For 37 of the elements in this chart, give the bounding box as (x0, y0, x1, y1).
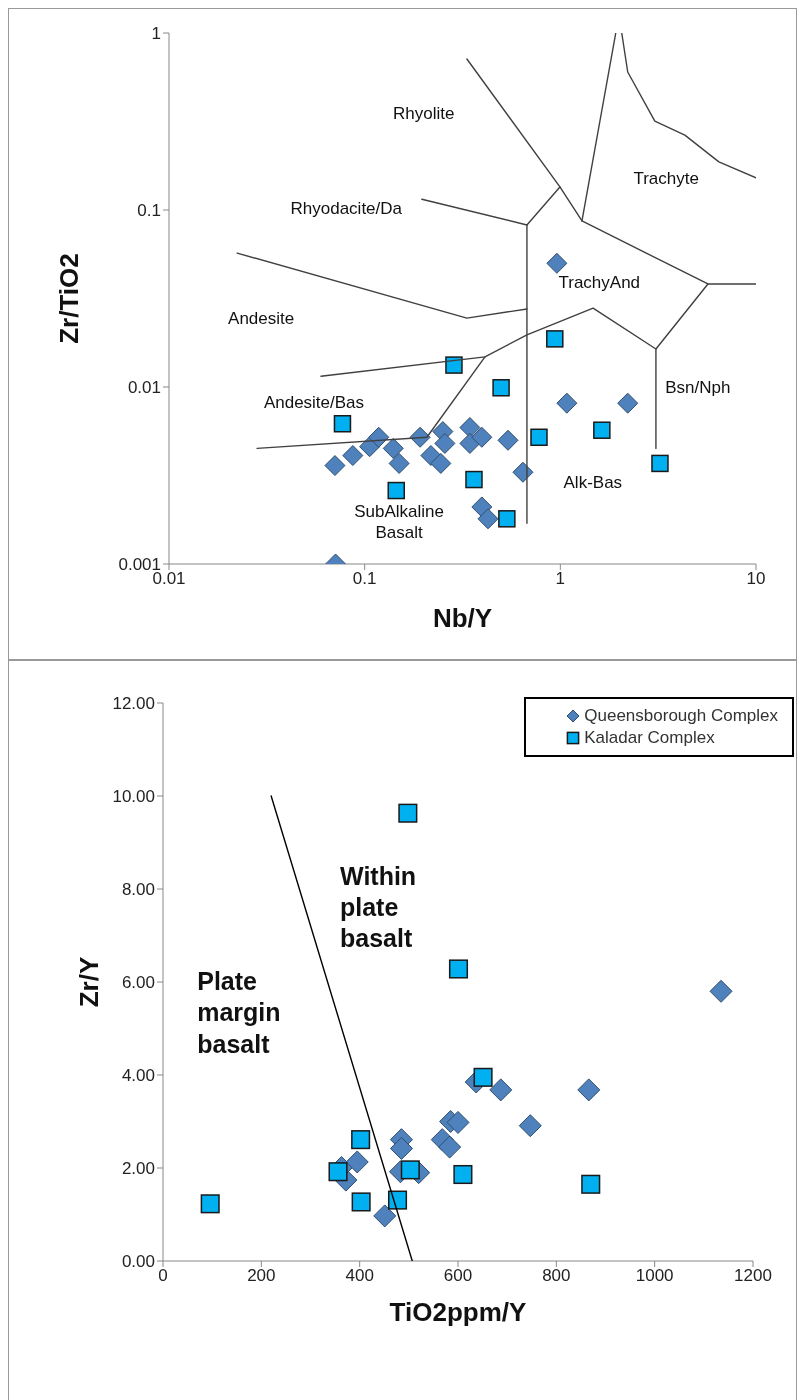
y-tick-label: 1 (151, 24, 161, 44)
x-tick-label: 0 (158, 1266, 168, 1286)
x-tick-label: 600 (443, 1266, 473, 1286)
legend-label: Kaladar Complex (584, 727, 715, 749)
y-tick-label: 6.00 (121, 973, 155, 993)
y-tick-label: 10.00 (112, 787, 155, 807)
x-tick-label: 10 (746, 569, 766, 589)
x-tick-label: 1200 (734, 1266, 772, 1286)
x-tick-label: 0.1 (352, 569, 377, 589)
annotation: Rhyolite (393, 103, 455, 125)
y-tick-label: 12.00 (112, 694, 155, 714)
x-tick-label: 400 (345, 1266, 374, 1286)
x-tick-label: 1000 (635, 1266, 674, 1286)
y-axis-title: Zr/Y (74, 956, 105, 1008)
y-tick-label: 2.00 (121, 1159, 155, 1179)
y-tick-label: 0.00 (121, 1252, 155, 1272)
legend-label: Queensborough Complex (584, 705, 778, 727)
x-axis-title: TiO2ppm/Y (389, 1297, 527, 1327)
annotation: Andesite/Bas (263, 392, 365, 414)
annotation: Within plate basalt (340, 860, 417, 955)
annotation: Bsn/Nph (665, 377, 731, 399)
y-tick-label: 8.00 (121, 880, 155, 900)
x-tick-label: 200 (247, 1266, 276, 1286)
y-tick-label: 0.01 (127, 378, 161, 398)
annotation: Andesite (228, 308, 295, 330)
x-tick-label: 800 (542, 1266, 571, 1286)
x-tick-label: 1 (555, 569, 566, 589)
annotation: SubAlkaline Basalt (354, 500, 444, 544)
annotation: Trachyte (633, 168, 699, 190)
y-tick-label: 4.00 (121, 1066, 155, 1086)
y-axis-title: Zr/TiO2 (54, 253, 85, 344)
annotation: Plate margin basalt (197, 966, 281, 1060)
y-tick-label: 0.1 (137, 201, 161, 221)
annotation: Rhyodacite/Da (290, 198, 403, 220)
annotation: Alk-Bas (563, 472, 623, 494)
x-axis-title: Nb/Y (432, 603, 493, 633)
annotation: TrachyAnd (558, 272, 641, 294)
